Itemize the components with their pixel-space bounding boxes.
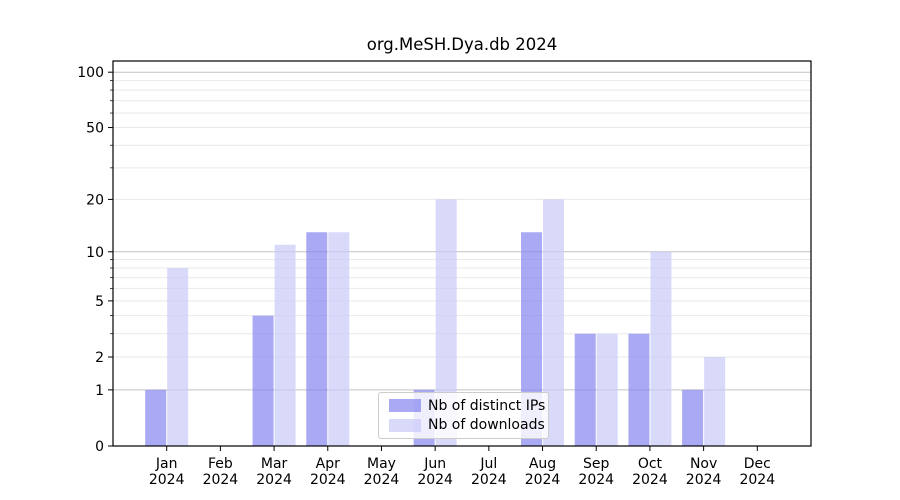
- x-tick-label-month-feb: Feb: [208, 456, 233, 472]
- x-tick-label-year-jan: 2024: [149, 472, 185, 488]
- x-tick-label-year-jul: 2024: [471, 472, 507, 488]
- x-tick-label-month-oct: Oct: [638, 456, 663, 472]
- bar-ips-mar: [252, 315, 274, 446]
- x-tick-label-month-sep: Sep: [583, 456, 610, 472]
- x-tick-label-year-jun: 2024: [417, 472, 453, 488]
- x-tick-label-year-sep: 2024: [578, 472, 614, 488]
- y-tick-label-100: 100: [77, 65, 104, 81]
- legend-swatch-distinct-ips: [389, 399, 421, 413]
- x-tick-label-month-may: May: [367, 456, 396, 472]
- x-tick-label-year-apr: 2024: [310, 472, 346, 488]
- legend-item-downloads: Nb of downloads: [389, 417, 545, 434]
- bar-downloads-oct: [650, 251, 672, 446]
- y-tick-label-10: 10: [86, 245, 104, 261]
- bar-ips-apr: [306, 232, 328, 446]
- x-tick-label-year-nov: 2024: [686, 472, 722, 488]
- x-tick-label-year-oct: 2024: [632, 472, 668, 488]
- x-tick-label-month-apr: Apr: [316, 456, 340, 472]
- y-tick-label-5: 5: [95, 294, 104, 310]
- bar-ips-oct: [628, 333, 650, 446]
- bar-downloads-jun: [435, 199, 457, 446]
- bar-downloads-mar: [274, 244, 296, 446]
- bar-ips-nov: [682, 389, 704, 446]
- bar-ips-sep: [574, 333, 596, 446]
- x-tick-label-month-jul: Jul: [479, 456, 497, 472]
- y-tick-label-1: 1: [95, 383, 104, 399]
- x-tick-label-month-nov: Nov: [690, 456, 717, 472]
- plot-border: [112, 60, 812, 447]
- x-tick-label-month-aug: Aug: [529, 456, 556, 472]
- x-tick-label-year-dec: 2024: [739, 472, 775, 488]
- y-tick-label-20: 20: [86, 192, 104, 208]
- x-tick-label-month-jun: Jun: [423, 456, 446, 472]
- x-tick-label-year-may: 2024: [364, 472, 400, 488]
- y-tick-label-50: 50: [86, 121, 104, 137]
- x-tick-label-month-dec: Dec: [744, 456, 771, 472]
- x-tick-label-year-aug: 2024: [525, 472, 561, 488]
- chart-title: org.MeSH.Dya.db 2024: [366, 35, 558, 54]
- x-tick-label-year-mar: 2024: [256, 472, 292, 488]
- legend-label-downloads: Nb of downloads: [428, 417, 545, 434]
- bar-downloads-apr: [328, 232, 350, 446]
- legend-swatch-downloads: [389, 418, 421, 432]
- bar-ips-jan: [145, 389, 167, 446]
- x-tick-label-month-mar: Mar: [261, 456, 288, 472]
- bar-downloads-aug: [543, 199, 565, 446]
- legend-item-distinct-ips: Nb of distinct IPs: [389, 397, 546, 414]
- y-tick-label-0: 0: [95, 439, 104, 455]
- y-tick-label-2: 2: [95, 350, 104, 366]
- legend: Nb of distinct IPs Nb of downloads: [378, 392, 549, 439]
- bar-downloads-jan: [167, 268, 189, 446]
- bar-downloads-nov: [704, 357, 726, 446]
- bar-downloads-sep: [596, 333, 618, 446]
- x-tick-label-year-feb: 2024: [203, 472, 239, 488]
- legend-label-distinct-ips: Nb of distinct IPs: [428, 397, 546, 414]
- x-tick-label-month-jan: Jan: [155, 456, 178, 472]
